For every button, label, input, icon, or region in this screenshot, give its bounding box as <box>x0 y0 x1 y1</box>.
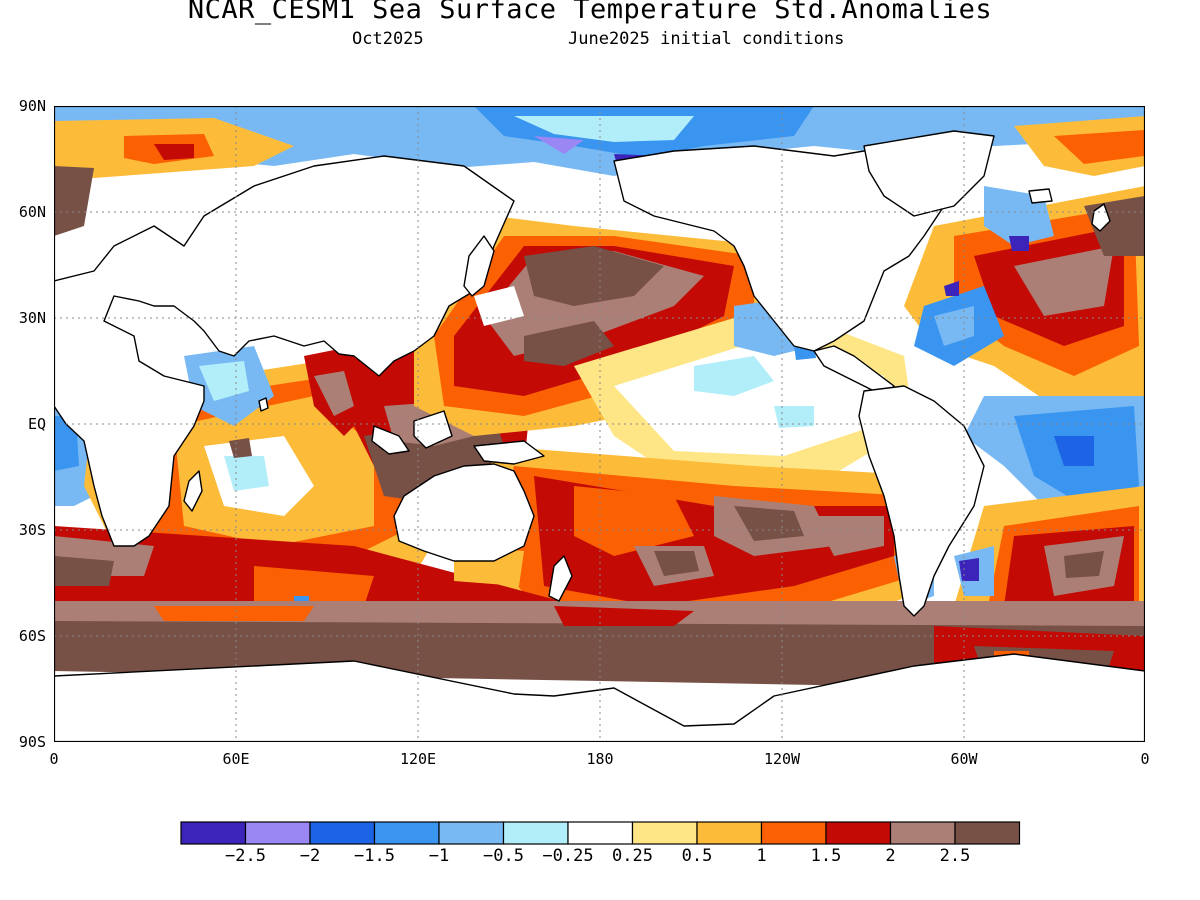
colorbar-swatch <box>502 821 569 845</box>
colorbar-swatch <box>954 821 1021 845</box>
lat-label-90n: 90N <box>18 97 46 115</box>
lon-label-180: 180 <box>586 750 614 768</box>
colorbar-swatch <box>760 821 827 845</box>
colorbar-swatch <box>180 821 247 845</box>
lon-label-360: 0 <box>1140 750 1150 768</box>
colorbar-swatch <box>825 821 892 845</box>
colorbar-tick-label: 2.5 <box>939 846 971 866</box>
map-title: NCAR_CESM1 Sea Surface Temperature Std.A… <box>187 0 993 25</box>
colorbar-swatch <box>696 821 763 845</box>
colorbar-swatch <box>567 821 634 845</box>
lon-label-120e: 120E <box>399 750 437 768</box>
lat-label-eq: EQ <box>27 415 46 433</box>
lat-label-60s: 60S <box>18 627 46 645</box>
colorbar-tick-label: −1 <box>428 846 450 866</box>
lat-label-60n: 60N <box>18 203 46 221</box>
colorbar-swatch <box>309 821 376 845</box>
colorbar-tick-label: 1 <box>756 846 767 866</box>
colorbar-tick-label: 2 <box>885 846 896 866</box>
map-frame <box>54 106 1145 742</box>
colorbar-tick-label: 0.5 <box>681 846 713 866</box>
colorbar-swatch <box>244 821 311 845</box>
lon-label-60w: 60W <box>950 750 978 768</box>
colorbar-tick-label: −1.5 <box>354 846 395 866</box>
colorbar-swatch <box>889 821 956 845</box>
sst-anomaly-map <box>54 106 1145 742</box>
lon-label-120w: 120W <box>763 750 801 768</box>
land-masses <box>54 130 1145 742</box>
colorbar-tick-label: −2.5 <box>225 846 266 866</box>
graticule <box>54 106 1145 742</box>
lat-label-90s: 90S <box>18 733 46 751</box>
colorbar-tick-label: −0.5 <box>483 846 524 866</box>
lon-label-0: 0 <box>49 750 59 768</box>
colorbar <box>180 821 1021 845</box>
forecast-month: Oct2025 <box>352 29 424 49</box>
colorbar-swatch <box>631 821 698 845</box>
lat-label-30n: 30N <box>18 309 46 327</box>
colorbar-swatch <box>373 821 440 845</box>
colorbar-tick-label: −0.25 <box>542 846 594 866</box>
colorbar-tick-label: 1.5 <box>810 846 842 866</box>
lon-label-60e: 60E <box>222 750 250 768</box>
colorbar-tick-label: −2 <box>299 846 321 866</box>
lat-label-30s: 30S <box>18 521 46 539</box>
colorbar-tick-label: 0.25 <box>612 846 653 866</box>
colorbar-swatch <box>438 821 505 845</box>
initial-conditions-label: June2025 initial conditions <box>568 29 845 49</box>
